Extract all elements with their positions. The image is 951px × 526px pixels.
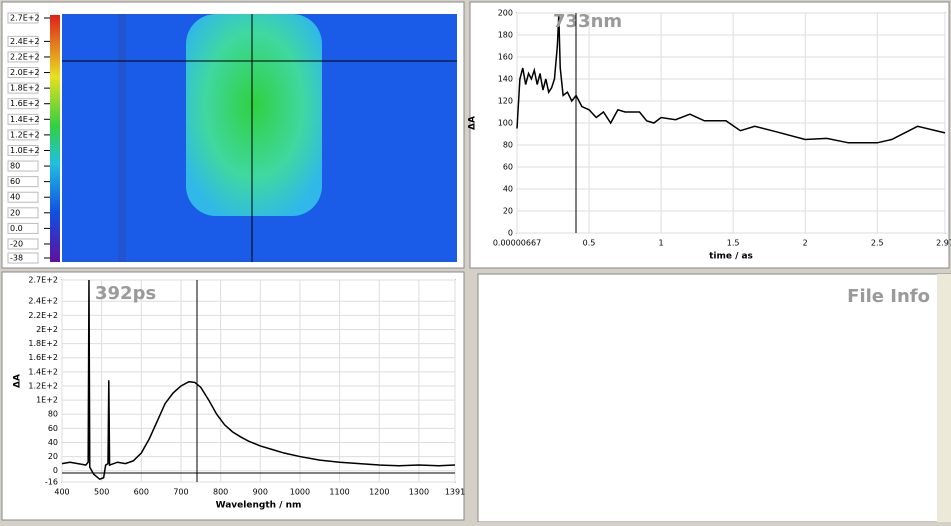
artifact-band [118,14,126,262]
x-tick-label: 0.5 [583,239,596,248]
colorbar-tick-label: -20 [10,239,23,248]
tick-box [7,207,39,219]
y-tick-label: 40 [503,185,513,194]
x-tick-label: 2.5 [871,239,884,248]
y-tick-label: 1.2E+2 [28,381,58,390]
tick-box [7,129,39,141]
x-tick-label: 700 [173,488,188,497]
y-tick-label: 60 [503,163,513,172]
x-tick-label: 1391 [445,488,465,497]
y-tick-label: 80 [503,141,513,150]
tick-box [7,144,39,156]
x-tick-label: 0.00000667 [493,239,541,248]
colorbar-tick-label: 2.4E+2 [10,37,40,46]
data-line [516,15,946,144]
x-tick-label: 2.97 [936,239,951,248]
chart-title: 392ps [95,283,156,304]
y-tick-label: 1.6E+2 [28,353,58,362]
plot-area [61,279,456,483]
tick-box [7,98,39,110]
colorbar-tick-label: 1.4E+2 [10,115,40,124]
y-tick-label: 200 [498,9,513,18]
tick-box [7,160,39,172]
file-info-panel [477,273,951,523]
y-tick-label: 160 [498,53,513,62]
signal-region [186,14,322,216]
colorbar-tick-label: 1.2E+2 [10,130,40,139]
x-axis-label: Wavelength / nm [216,501,302,511]
colorbar-tick-label: 0.0 [10,224,23,233]
tick-box [7,51,39,63]
x-tick-label: 1300 [409,488,429,497]
y-tick-label: 1.4E+2 [28,367,58,376]
x-tick-label: 800 [213,488,228,497]
y-tick-label: 0 [508,229,513,238]
y-tick-label: 40 [48,438,58,447]
file-info-title: File Info [847,286,930,307]
y-tick-label: 100 [498,119,513,128]
colorbar-tick-label: 2.2E+2 [10,52,40,61]
y-tick-label: 1E+2 [36,396,58,405]
tick-box [7,176,39,188]
x-tick-label: 1100 [329,488,349,497]
x-tick-label: 900 [253,488,268,497]
x-tick-label: 500 [94,488,109,497]
y-axis-label: ΔA [13,374,23,388]
tick-box [7,67,39,79]
scrollbar[interactable] [937,274,951,522]
y-tick-label: 80 [48,410,58,419]
tick-box [7,113,39,125]
tick-box [7,222,39,234]
tick-box [7,191,39,203]
chart-title: 733nm [553,11,622,32]
y-tick-label: 0 [53,466,58,475]
x-axis-label: time / as [709,252,753,262]
colorbar-tick-label: 60 [10,177,20,186]
colorbar-tick-label: 2.0E+2 [10,68,40,77]
colorbar-tick-label: 1.0E+2 [10,146,40,155]
x-tick-label: 1000 [290,488,310,497]
x-tick-label: 1.5 [727,239,740,248]
colorbar-tick-label: -38 [10,254,23,263]
colorbar-tick-label: 20 [10,208,20,217]
y-tick-label: 140 [498,75,513,84]
y-tick-label: 1.8E+2 [28,339,58,348]
y-tick-label: 2.4E+2 [28,297,58,306]
x-tick-label: 1200 [369,488,389,497]
y-tick-label: 120 [498,97,513,106]
x-tick-label: 1 [659,239,664,248]
colorbar-tick-label: 40 [10,193,20,202]
tick-box [7,238,39,250]
colorbar [50,15,60,262]
tick-box [7,35,39,47]
tick-box [7,82,39,94]
y-tick-label: 180 [498,31,513,40]
colorbar-tick-label: 1.8E+2 [10,84,40,93]
y-tick-label: 20 [503,207,513,216]
x-tick-label: 600 [134,488,149,497]
y-tick-label: -16 [45,478,58,487]
colorbar-tick-label: 2.7E+2 [10,14,40,23]
tick-box [7,12,39,24]
y-tick-label: 2.7E+2 [28,276,58,285]
tick-box [7,252,39,264]
y-tick-label: 60 [48,424,58,433]
colorbar-tick-label: 1.6E+2 [10,99,40,108]
y-tick-label: 20 [48,452,58,461]
y-axis-label: ΔA [468,116,478,130]
data-line [61,279,456,481]
colorbar-tick-label: 80 [10,162,20,171]
x-tick-label: 400 [54,488,69,497]
x-tick-label: 2 [803,239,808,248]
y-tick-label: 2E+2 [36,325,58,334]
y-tick-label: 2.2E+2 [28,311,58,320]
